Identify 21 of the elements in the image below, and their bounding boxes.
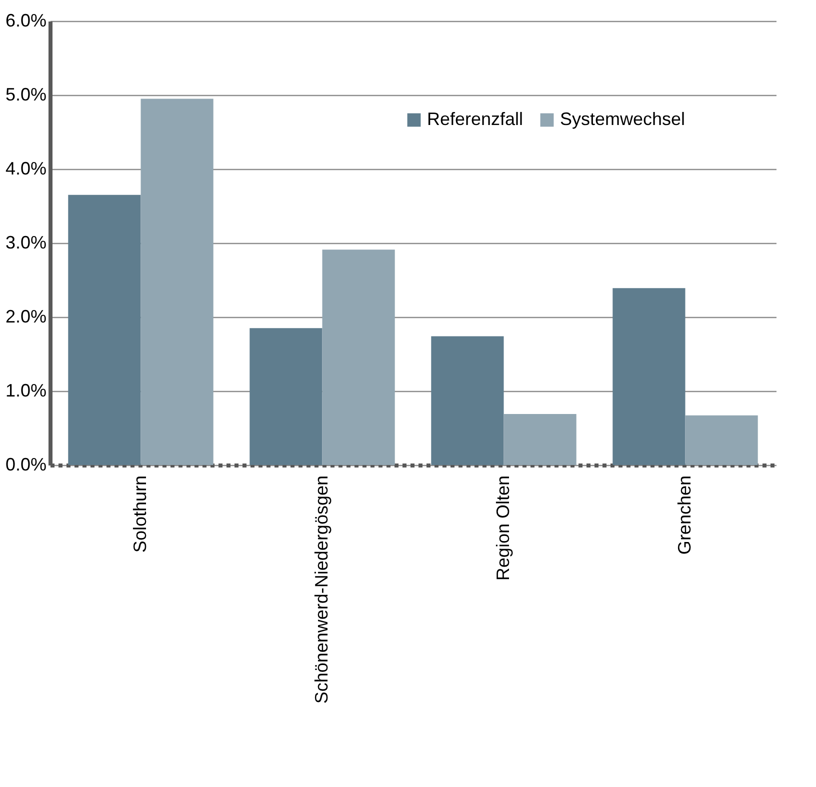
y-tick-label: 4.0% (5, 158, 46, 178)
bar (504, 414, 576, 465)
bar (431, 336, 504, 465)
bar (140, 98, 214, 465)
legend-label: Systemwechsel (560, 109, 686, 129)
bar (250, 328, 322, 465)
y-tick-label: 5.0% (5, 84, 46, 104)
bar (685, 415, 758, 465)
bar (68, 194, 141, 465)
y-tick-label: 3.0% (5, 232, 46, 252)
x-tick-label: Grenchen (674, 476, 694, 555)
x-tick-label: Region Olten (492, 476, 513, 581)
x-tick-label: Schönenwerd-Niedergösgen (311, 476, 332, 704)
bar (322, 250, 395, 465)
y-tick-label: 6.0% (5, 10, 46, 30)
y-tick-label: 1.0% (5, 380, 46, 400)
bar (612, 288, 686, 465)
y-tick-label: 0.0% (5, 454, 46, 474)
y-tick-label: 2.0% (5, 306, 46, 326)
legend-label: Referenzfall (427, 109, 524, 129)
x-tick-label: Solothurn (130, 476, 150, 553)
